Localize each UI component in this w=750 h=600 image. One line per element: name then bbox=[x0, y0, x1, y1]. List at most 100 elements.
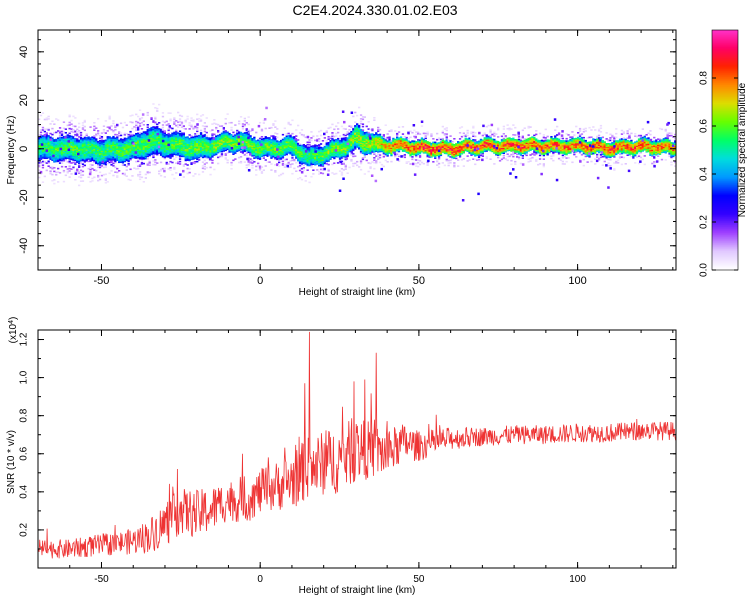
spectrogram-cell bbox=[89, 140, 92, 143]
spectrogram-cell bbox=[182, 144, 185, 147]
spectrogram-cell bbox=[175, 156, 178, 158]
spectrogram-cell bbox=[474, 151, 477, 153]
spectrogram-cell bbox=[375, 133, 378, 136]
spectrogram-cell bbox=[278, 141, 281, 143]
spectrogram-cell bbox=[78, 171, 81, 173]
spectrogram-cell bbox=[49, 152, 52, 154]
spectrogram-cell bbox=[68, 165, 71, 167]
spectrogram-cell bbox=[251, 147, 254, 150]
spectrogram-cell bbox=[85, 160, 88, 162]
spectrogram-cell bbox=[106, 148, 109, 150]
spectrogram-cell bbox=[458, 138, 462, 140]
spectrogram-cell bbox=[93, 157, 96, 159]
spectrogram-cell bbox=[375, 160, 378, 162]
spectrogram-cell bbox=[152, 160, 155, 162]
spectrogram-cell bbox=[331, 149, 334, 151]
spectrogram-cell bbox=[420, 148, 424, 150]
spectrogram-cell bbox=[184, 140, 187, 142]
spectrogram-cell bbox=[363, 145, 366, 147]
spectrogram-cell bbox=[38, 152, 41, 154]
spectrogram-cell bbox=[285, 148, 288, 151]
spectrogram-cell bbox=[121, 157, 125, 159]
spectrogram-cell bbox=[302, 147, 305, 150]
spectrogram-cell bbox=[325, 140, 328, 142]
spectrogram-cell bbox=[83, 151, 86, 153]
spectrogram-cell bbox=[247, 140, 250, 143]
spectrogram-cell bbox=[258, 140, 262, 142]
spectrogram-cell bbox=[203, 165, 206, 168]
spectrogram-cell bbox=[375, 161, 378, 163]
spectrogram-cell bbox=[266, 139, 269, 142]
spectrogram-cell bbox=[306, 141, 309, 144]
spectrogram-cell bbox=[163, 134, 166, 137]
spectrogram-cell bbox=[230, 121, 233, 124]
spectrogram-cell bbox=[108, 154, 111, 156]
spectrogram-cell bbox=[186, 146, 189, 148]
spectrogram-cell bbox=[356, 125, 359, 128]
spectrogram-cell bbox=[439, 147, 443, 149]
spectrogram-cell bbox=[188, 151, 191, 153]
spectrogram-cell bbox=[129, 138, 132, 140]
spectrogram-cell bbox=[74, 142, 77, 145]
spectrogram-cell bbox=[119, 154, 123, 156]
spectrogram-cell bbox=[350, 144, 353, 146]
spectrogram-cell bbox=[397, 148, 401, 150]
spectrogram-cell bbox=[190, 141, 193, 144]
spectrogram-cell bbox=[445, 158, 448, 161]
spectrogram-cell bbox=[337, 162, 340, 164]
spectrogram-cell bbox=[150, 147, 153, 150]
spectrogram-cell bbox=[413, 152, 416, 155]
spectrogram-cell bbox=[118, 157, 121, 160]
spectrogram-cell bbox=[338, 158, 342, 160]
spectrogram-cell bbox=[144, 151, 147, 154]
spectrogram-cell bbox=[272, 154, 275, 157]
spectrogram-cell bbox=[116, 141, 119, 143]
spectrogram-cell bbox=[196, 154, 199, 157]
spectrogram-cell bbox=[142, 132, 145, 135]
spectrogram-cell bbox=[468, 139, 471, 142]
spectrogram-cell bbox=[270, 154, 273, 157]
spectrogram-cell bbox=[281, 164, 285, 166]
spectrogram-cell bbox=[272, 147, 275, 149]
spectrogram-cell bbox=[161, 154, 165, 157]
spectrogram-cell bbox=[382, 148, 385, 151]
spectrogram-cell bbox=[169, 119, 172, 122]
spectrogram-cell bbox=[474, 155, 477, 157]
spectrogram-cell bbox=[138, 109, 142, 111]
spectrogram-cell bbox=[72, 166, 75, 169]
spectrogram-cell bbox=[158, 172, 161, 175]
spectrogram-cell bbox=[397, 150, 401, 153]
spectrogram-cell bbox=[314, 146, 317, 149]
spectrogram-cell bbox=[184, 139, 187, 141]
spectrogram-cell bbox=[287, 138, 290, 141]
spectrogram-cell bbox=[293, 140, 296, 143]
spectrogram-cell bbox=[167, 135, 170, 137]
spectrogram-cell bbox=[83, 158, 86, 161]
spectrogram-cell bbox=[110, 144, 113, 147]
spectrogram-cell bbox=[177, 145, 180, 148]
spectrogram-cell bbox=[175, 132, 178, 134]
spectrogram-cell bbox=[222, 146, 225, 149]
spectrogram-cell bbox=[156, 162, 159, 164]
spectrogram-cell bbox=[76, 171, 79, 173]
spectrogram-cell bbox=[245, 143, 248, 146]
spectrogram-cell bbox=[384, 137, 387, 140]
spectrogram-cell bbox=[89, 138, 92, 141]
spectrogram-cell bbox=[142, 158, 145, 160]
spectrogram-cell bbox=[91, 157, 94, 159]
spectrogram-cell bbox=[258, 142, 262, 145]
spectrogram-cell bbox=[312, 151, 315, 153]
spectrogram-cell bbox=[186, 143, 189, 146]
spectrogram-cell bbox=[257, 155, 260, 157]
spectrogram-cell bbox=[53, 152, 56, 155]
spectrogram-cell bbox=[239, 131, 243, 134]
spectrogram-cell bbox=[177, 144, 180, 147]
spectrogram-cell bbox=[41, 135, 45, 137]
spectrogram-cell bbox=[53, 142, 56, 145]
spectrogram-cell bbox=[298, 164, 302, 167]
spectrogram-cell bbox=[335, 125, 338, 128]
spectrogram-cell bbox=[138, 138, 142, 141]
spectrogram-cell bbox=[78, 132, 81, 134]
spectrogram-cell bbox=[323, 148, 326, 150]
spectrogram-cell bbox=[415, 143, 418, 146]
